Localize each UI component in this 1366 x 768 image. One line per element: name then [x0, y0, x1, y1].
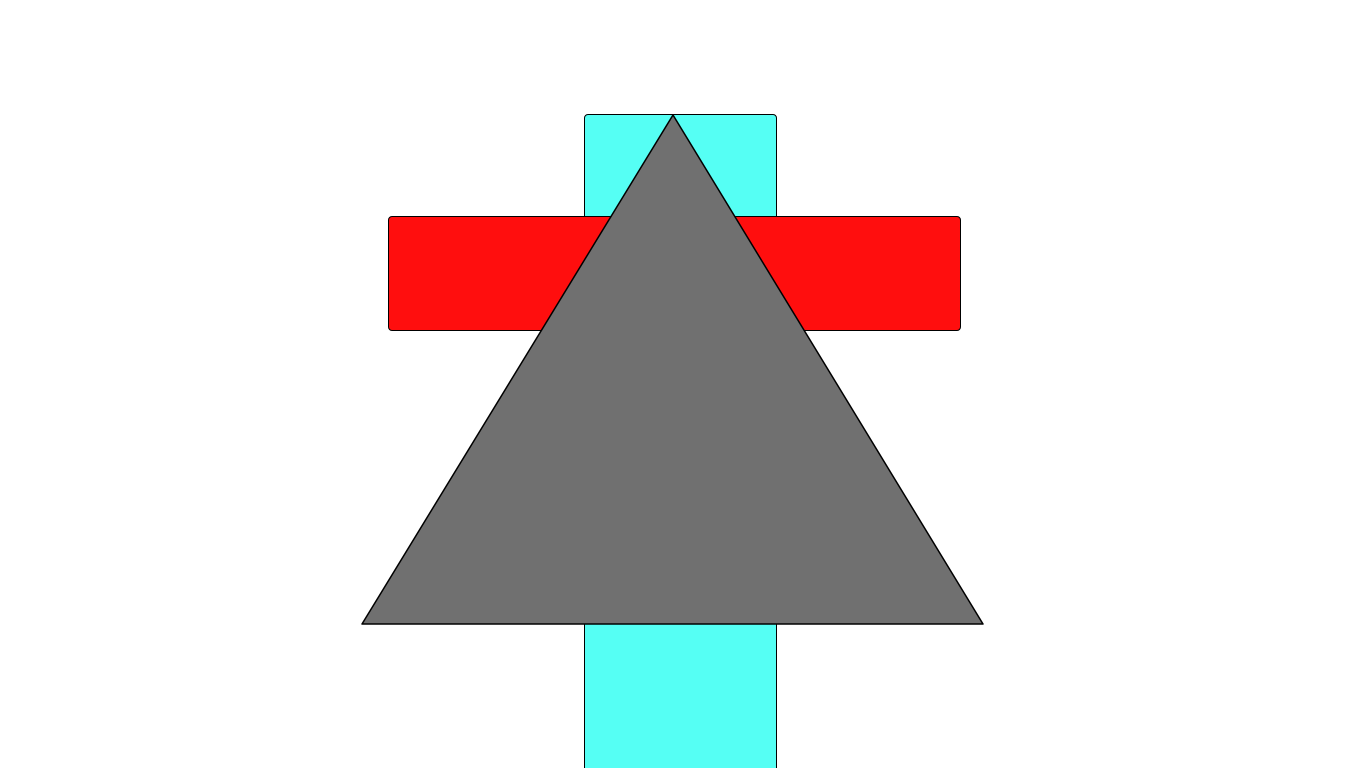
gray-triangle — [361, 114, 984, 625]
